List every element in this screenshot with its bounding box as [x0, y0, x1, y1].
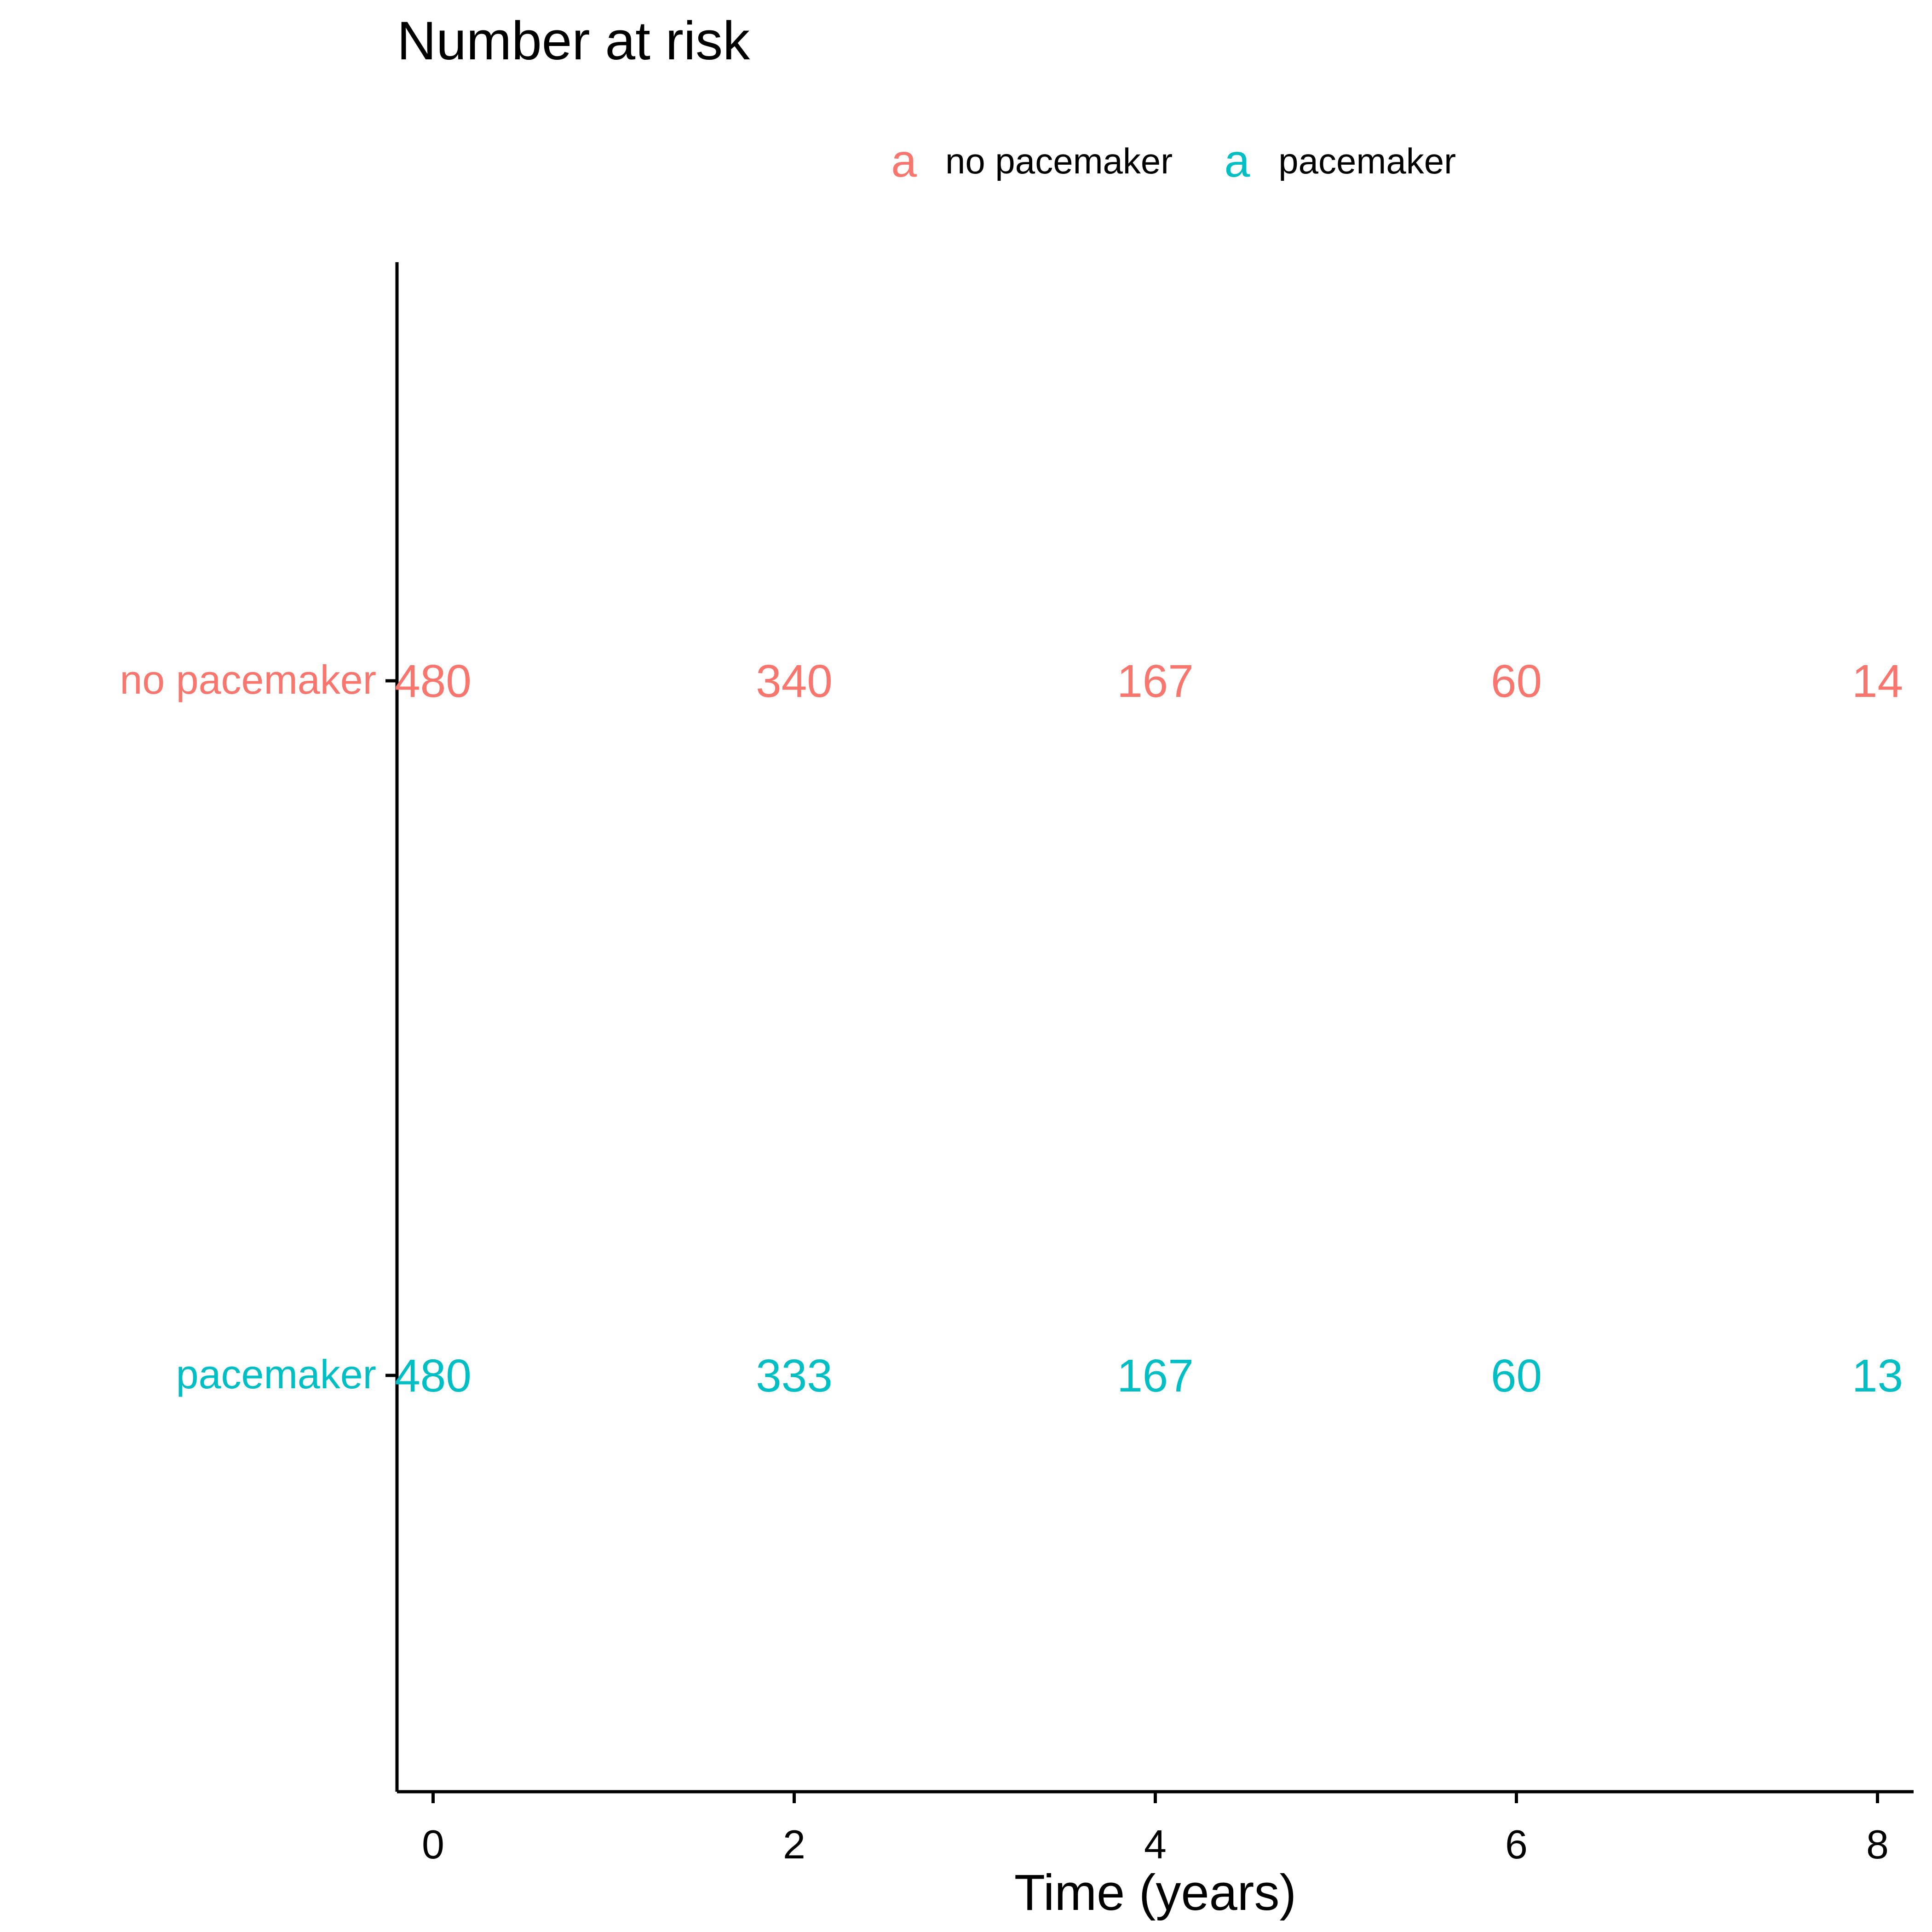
x-tick-label: 6	[1505, 1822, 1528, 1867]
legend: a no pacemaker a pacemaker	[876, 133, 1493, 189]
at-risk-count: 340	[756, 656, 833, 707]
at-risk-count: 60	[1491, 1350, 1542, 1402]
legend-label-pacemaker: pacemaker	[1278, 141, 1456, 181]
at-risk-count: 14	[1852, 656, 1903, 707]
legend-item-no-pacemaker: a no pacemaker	[876, 138, 1173, 184]
at-risk-count: 167	[1117, 1350, 1194, 1402]
at-risk-count: 480	[395, 656, 472, 707]
at-risk-count: 60	[1491, 656, 1542, 707]
at-risk-count: 480	[395, 1350, 472, 1402]
legend-key-pacemaker: a	[1224, 135, 1250, 187]
at-risk-count: 333	[756, 1350, 833, 1402]
x-tick-label: 0	[422, 1822, 444, 1867]
at-risk-count: 13	[1852, 1350, 1903, 1402]
legend-key-no-pacemaker: a	[891, 135, 917, 187]
x-tick-label: 4	[1144, 1822, 1167, 1867]
legend-item-pacemaker: a pacemaker	[1209, 138, 1456, 184]
chart-title: Number at risk	[397, 11, 750, 71]
at-risk-count: 167	[1117, 656, 1194, 707]
y-tick-label: pacemaker	[176, 1351, 376, 1397]
y-tick-label: no pacemaker	[120, 657, 376, 702]
x-tick-label: 2	[783, 1822, 805, 1867]
x-axis-label: Time (years)	[1014, 1864, 1296, 1921]
legend-label-no-pacemaker: no pacemaker	[945, 141, 1173, 181]
x-tick-label: 8	[1866, 1822, 1889, 1867]
